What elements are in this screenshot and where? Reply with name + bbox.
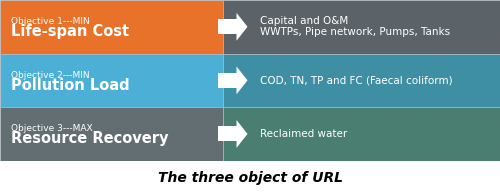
Bar (218, 19, 236, 34)
Polygon shape (236, 13, 248, 41)
Polygon shape (236, 120, 248, 148)
Bar (0, 0, 222, 54)
Text: The three object of URL: The three object of URL (158, 171, 342, 185)
Text: Pollution Load: Pollution Load (11, 78, 130, 93)
Text: Reclaimed water: Reclaimed water (260, 129, 347, 139)
Polygon shape (236, 66, 248, 94)
Text: Objective 3---MAX: Objective 3---MAX (11, 124, 92, 133)
Bar (218, 73, 236, 88)
Bar (222, 107, 500, 161)
Text: Objective 2---MIN: Objective 2---MIN (11, 71, 90, 80)
Text: COD, TN, TP and FC (Faecal coliform): COD, TN, TP and FC (Faecal coliform) (260, 75, 452, 85)
Bar (0, 54, 222, 107)
Text: Capital and O&M: Capital and O&M (260, 16, 348, 26)
Bar (222, 0, 500, 54)
Text: Resource Recovery: Resource Recovery (11, 131, 168, 146)
Text: Objective 1---MIN: Objective 1---MIN (11, 17, 90, 26)
Text: Life-span Cost: Life-span Cost (11, 24, 129, 39)
Bar (222, 54, 500, 107)
Bar (218, 126, 236, 142)
Text: WWTPs, Pipe network, Pumps, Tanks: WWTPs, Pipe network, Pumps, Tanks (260, 27, 450, 37)
Bar (0, 107, 222, 161)
